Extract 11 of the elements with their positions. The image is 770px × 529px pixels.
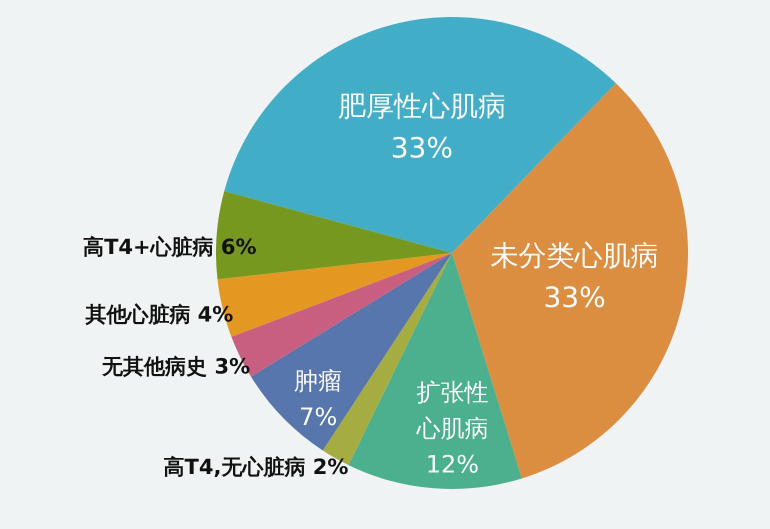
slice-label: 肥厚性心肌病 bbox=[338, 89, 506, 122]
slice-label: 高T4+心脏病 6% bbox=[83, 234, 257, 259]
data-label: 33% bbox=[543, 281, 606, 314]
slice-label: 高T4,无心脏病 2% bbox=[164, 455, 348, 480]
slice-label: 肿瘤 bbox=[294, 366, 342, 395]
pie-slice bbox=[216, 191, 452, 280]
data-label: 7% bbox=[299, 402, 338, 431]
slice-label: 扩张性心肌病 bbox=[415, 378, 488, 442]
slice-label: 未分类心肌病 bbox=[490, 239, 659, 272]
data-label: 12% bbox=[426, 450, 480, 478]
data-label: 33% bbox=[390, 131, 453, 164]
